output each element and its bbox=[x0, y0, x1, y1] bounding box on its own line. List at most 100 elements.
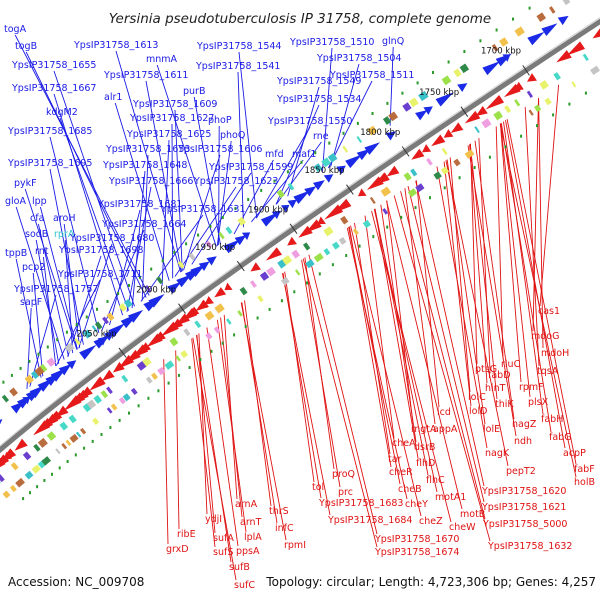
gene-label-cheR[interactable]: cheR bbox=[389, 467, 413, 478]
gene-label-ribE[interactable]: ribE bbox=[177, 529, 196, 540]
gene-label-cheA[interactable]: cheA bbox=[392, 438, 416, 449]
gene-label-YpsIP31758_1504[interactable]: YpsIP31758_1504 bbox=[316, 53, 401, 64]
gene-label-sodB[interactable]: sodB bbox=[25, 229, 48, 240]
gene-label-YpsIP31758_1664[interactable]: YpsIP31758_1664 bbox=[101, 219, 186, 230]
gene-label-acpP[interactable]: acpP bbox=[563, 448, 586, 459]
gene-label-cheB[interactable]: cheB bbox=[398, 484, 422, 495]
gene-label-YpsIP31758_1550[interactable]: YpsIP31758_1550 bbox=[267, 116, 352, 127]
gene-label-arnT[interactable]: arnT bbox=[240, 517, 262, 528]
gene-label-nagZ[interactable]: nagZ bbox=[512, 419, 537, 430]
gene-label-holB[interactable]: holB bbox=[574, 477, 595, 488]
gene-label-YpsIP31758_1666[interactable]: YpsIP31758_1666 bbox=[108, 176, 193, 187]
gene-label-cheW[interactable]: cheW bbox=[449, 522, 476, 533]
gene-label-YpsIP31758_1757[interactable]: YpsIP31758_1757 bbox=[13, 284, 98, 295]
gene-label-togA[interactable]: togA bbox=[4, 24, 27, 35]
gene-label-lpp[interactable]: lpp bbox=[32, 196, 47, 207]
gene-label-YpsIP31758_1510[interactable]: YpsIP31758_1510 bbox=[289, 37, 374, 48]
gene-label-fabG[interactable]: fabG bbox=[549, 432, 572, 443]
gene-label-YpsIP31758_1632[interactable]: YpsIP31758_1632 bbox=[487, 541, 572, 552]
gene-label-YpsIP31758_1621[interactable]: YpsIP31758_1621 bbox=[481, 502, 566, 513]
gene-label-sufA[interactable]: sufA bbox=[213, 533, 234, 544]
gene-label-YpsIP31758_1684[interactable]: YpsIP31758_1684 bbox=[327, 515, 412, 526]
gene-label-fabD[interactable]: fabD bbox=[488, 370, 511, 381]
gene-label-motB[interactable]: motB bbox=[460, 509, 485, 520]
gene-label-YpsIP31758_1670[interactable]: YpsIP31758_1670 bbox=[374, 534, 459, 545]
gene-label-YpsIP31758_1681[interactable]: YpsIP31758_1681 bbox=[97, 199, 182, 210]
gene-label-alr1[interactable]: alr1 bbox=[104, 92, 122, 103]
gene-label-cheY[interactable]: cheY bbox=[405, 499, 428, 510]
gene-label-sufB[interactable]: sufB bbox=[229, 562, 250, 573]
gene-label-flhC[interactable]: flhC bbox=[426, 475, 445, 486]
gene-label-sapF[interactable]: sapF bbox=[20, 297, 42, 308]
gene-label-pykF[interactable]: pykF bbox=[14, 178, 37, 189]
gene-label-nagK[interactable]: nagK bbox=[485, 448, 510, 459]
gene-label-rne[interactable]: rne bbox=[313, 131, 329, 142]
gene-label-mgtA[interactable]: mgtA bbox=[411, 424, 437, 435]
gene-label-cas1[interactable]: cas1 bbox=[538, 306, 560, 317]
gene-label-YpsIP31758_1627[interactable]: YpsIP31758_1627 bbox=[129, 113, 214, 124]
gene-label-tol[interactable]: tol bbox=[312, 482, 324, 493]
gene-label-YpsIP31758_5000[interactable]: YpsIP31758_5000 bbox=[482, 519, 567, 530]
gene-label-motA1[interactable]: motA1 bbox=[435, 492, 466, 503]
gene-label-rpmI[interactable]: rpmI bbox=[284, 540, 306, 551]
gene-label-pcp2[interactable]: pcp2 bbox=[22, 262, 45, 273]
gene-label-lolC[interactable]: lolC bbox=[468, 392, 486, 403]
gene-label-hinT[interactable]: hinT bbox=[485, 383, 506, 394]
gene-label-mfd[interactable]: mfd bbox=[265, 149, 284, 160]
gene-label-YpsIP31758_1549[interactable]: YpsIP31758_1549 bbox=[276, 76, 361, 87]
gene-label-YpsIP31758_1655[interactable]: YpsIP31758_1655 bbox=[11, 60, 96, 71]
gene-label-aroH[interactable]: aroH bbox=[53, 213, 75, 224]
gene-label-YpsIP31758_1631[interactable]: YpsIP31758_1631 bbox=[160, 204, 245, 215]
gene-label-YpsIP31758_1683[interactable]: YpsIP31758_1683 bbox=[318, 498, 403, 509]
gene-label-pepT2[interactable]: pepT2 bbox=[506, 466, 536, 477]
gene-label-rprA[interactable]: rprA bbox=[54, 229, 75, 240]
gene-label-lolD[interactable]: lolD bbox=[469, 406, 487, 417]
gene-label-YpsIP31758_1674[interactable]: YpsIP31758_1674 bbox=[374, 547, 459, 558]
gene-label-YpsIP31758_1680[interactable]: YpsIP31758_1680 bbox=[69, 233, 154, 244]
gene-label-cfa[interactable]: cfa bbox=[30, 213, 44, 224]
gene-label-proQ[interactable]: proQ bbox=[332, 469, 355, 480]
gene-label-mdoH[interactable]: mdoH bbox=[541, 348, 569, 359]
gene-label-maf1[interactable]: maf1 bbox=[292, 149, 316, 160]
gene-label-thrS[interactable]: thrS bbox=[269, 506, 289, 517]
gene-label-rnt[interactable]: rnt bbox=[35, 246, 49, 257]
gene-label-YpsIP31758_1606[interactable]: YpsIP31758_1606 bbox=[177, 144, 262, 155]
gene-label-rpmF[interactable]: rpmF bbox=[519, 382, 544, 393]
gene-label-cheZ[interactable]: cheZ bbox=[419, 516, 443, 527]
gene-label-YpsIP31758_1711[interactable]: YpsIP31758_1711 bbox=[57, 269, 142, 280]
gene-label-YpsIP31758_1599[interactable]: YpsIP31758_1599 bbox=[208, 162, 293, 173]
gene-label-arnA[interactable]: arnA bbox=[235, 499, 258, 510]
gene-label-purB[interactable]: purB bbox=[183, 86, 205, 97]
gene-label-YpsIP31758_1511[interactable]: YpsIP31758_1511 bbox=[329, 70, 414, 81]
gene-label-gloA[interactable]: gloA bbox=[5, 196, 26, 207]
gene-label-YpsIP31758_1625[interactable]: YpsIP31758_1625 bbox=[126, 129, 211, 140]
gene-label-YpsIP31758_1648[interactable]: YpsIP31758_1648 bbox=[102, 160, 187, 171]
gene-label-lplA[interactable]: lplA bbox=[244, 532, 262, 543]
gene-label-YpsIP31758_1613[interactable]: YpsIP31758_1613 bbox=[73, 40, 158, 51]
gene-label-infC[interactable]: infC bbox=[275, 523, 294, 534]
gene-label-ppsA[interactable]: ppsA bbox=[236, 546, 260, 557]
gene-label-YpsIP31758_1534[interactable]: YpsIP31758_1534 bbox=[276, 94, 361, 105]
gene-label-phoQ[interactable]: phoQ bbox=[220, 130, 245, 141]
gene-label-togB[interactable]: togB bbox=[15, 41, 37, 52]
gene-label-YpsIP31758_1544[interactable]: YpsIP31758_1544 bbox=[196, 41, 281, 52]
gene-label-YpsIP31758_1623[interactable]: YpsIP31758_1623 bbox=[193, 176, 278, 187]
gene-label-glnQ[interactable]: glnQ bbox=[382, 36, 404, 47]
gene-label-tar[interactable]: tar bbox=[388, 454, 402, 465]
gene-label-grxD[interactable]: grxD bbox=[166, 544, 189, 555]
gene-label-mnmA[interactable]: mnmA bbox=[146, 54, 178, 65]
gene-label-dsrB[interactable]: dsrB bbox=[414, 442, 435, 453]
gene-label-fabF[interactable]: fabF bbox=[574, 464, 595, 475]
gene-label-YpsIP31758_1653[interactable]: YpsIP31758_1653 bbox=[105, 144, 190, 155]
gene-label-tqsA[interactable]: tqsA bbox=[537, 366, 559, 377]
gene-label-YpsIP31758_1611[interactable]: YpsIP31758_1611 bbox=[103, 70, 188, 81]
gene-label-appA[interactable]: appA bbox=[433, 424, 458, 435]
gene-label-YpsIP31758_1698[interactable]: YpsIP31758_1698 bbox=[58, 245, 143, 256]
gene-label-icd[interactable]: icd bbox=[437, 407, 451, 418]
gene-label-YpsIP31758_1667[interactable]: YpsIP31758_1667 bbox=[11, 83, 96, 94]
gene-label-YpsIP31758_1620[interactable]: YpsIP31758_1620 bbox=[481, 486, 566, 497]
gene-label-YpsIP31758_1695[interactable]: YpsIP31758_1695 bbox=[7, 158, 92, 169]
gene-label-ndh[interactable]: ndh bbox=[514, 436, 532, 447]
gene-label-ptsG[interactable]: ptsG bbox=[475, 364, 497, 375]
gene-label-fabH[interactable]: fabH bbox=[541, 414, 563, 425]
